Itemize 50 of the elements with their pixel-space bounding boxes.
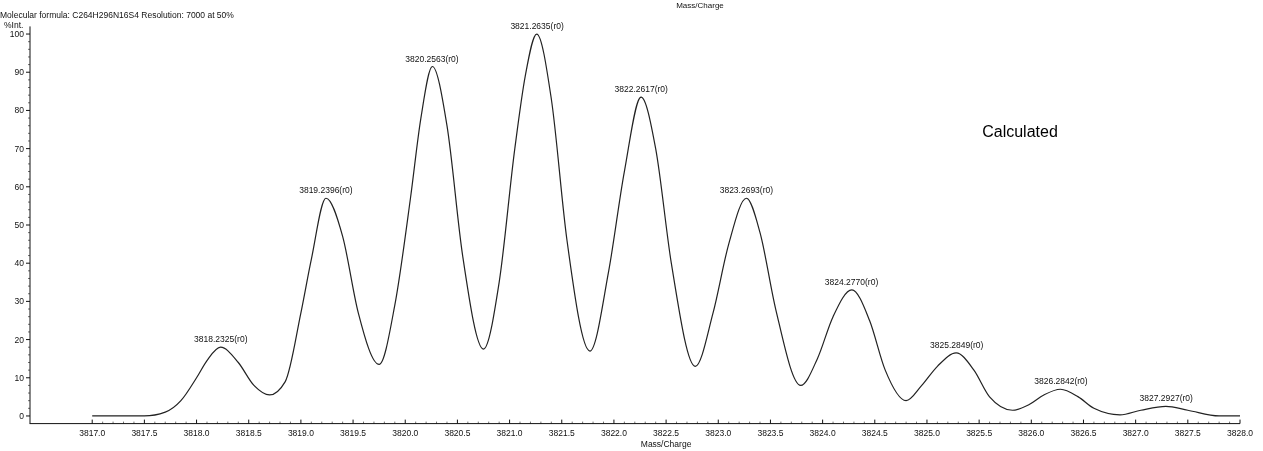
annotation: 3821.2635(r0) xyxy=(510,21,564,32)
annotation: 3818.2325(r0) xyxy=(194,334,248,345)
x-tick-label: 3817.0 xyxy=(79,427,106,438)
x-tick-label: 3823.0 xyxy=(705,427,732,438)
line-series xyxy=(91,33,1241,417)
x-tick-label: 3821.0 xyxy=(496,427,523,438)
x-tick-label: 3818.0 xyxy=(183,427,210,438)
y-axis-title: %Int. xyxy=(4,20,24,30)
x-tick-label: 3824.5 xyxy=(861,427,889,438)
x-tick-label: 3824.0 xyxy=(809,427,836,438)
x-tick-label: 3827.0 xyxy=(1122,427,1149,438)
x-tick-label: 3820.0 xyxy=(392,427,419,438)
y-tick-label: 0 xyxy=(19,410,25,421)
annotation: 3825.2849(r0) xyxy=(929,339,984,350)
annotation: 3823.2693(r0) xyxy=(719,185,774,196)
annotation: 3822.2617(r0) xyxy=(614,84,669,95)
annotation: 3826.2842(r0) xyxy=(1034,376,1088,387)
annotation: 3819.2396(r0) xyxy=(299,185,353,196)
x-tick-label: 3825.0 xyxy=(913,427,941,438)
annotation: 3827.2927(r0) xyxy=(1139,393,1194,404)
annotation: 3824.2770(r0) xyxy=(824,276,879,287)
y-tick-label: 40 xyxy=(14,258,25,269)
y-tick-label: 20 xyxy=(14,334,25,345)
y-tick-label: 70 xyxy=(14,143,25,154)
x-tick-label: 3819.0 xyxy=(287,427,315,438)
x-tick-label: 3827.5 xyxy=(1174,427,1202,438)
x-tick-label: 3817.5 xyxy=(131,427,158,438)
y-tick-label: 30 xyxy=(14,296,25,307)
x-tick-label: 3828.0 xyxy=(1227,427,1254,438)
x-tick-label: 3822.0 xyxy=(600,427,628,438)
chart-title: Molecular formula: C264H296N16S4 Resolution: 7000 at 50% xyxy=(0,10,235,20)
y-tick-label: 10 xyxy=(14,372,25,383)
x-axis-title: Mass/Charge xyxy=(640,438,692,449)
y-tick-label: 50 xyxy=(14,220,25,230)
x-tick-label: 3825.5 xyxy=(966,427,993,438)
y-tick-label: 60 xyxy=(14,181,25,192)
x-tick-label: 3822.5 xyxy=(653,427,680,438)
x-tick-label: 3826.0 xyxy=(1018,427,1045,438)
x-tick-label: 3820.5 xyxy=(444,427,471,438)
y-tick-label: 100 xyxy=(9,29,25,40)
x-tick-label: 3823.5 xyxy=(757,427,784,438)
annotation: 3820.2563(r0) xyxy=(405,53,459,64)
x-tick-label: 3819.5 xyxy=(340,427,367,438)
x-tick-label: 3818.5 xyxy=(235,427,262,438)
x-tick-label: 3821.5 xyxy=(548,427,576,438)
text: Mass/Charge xyxy=(676,1,725,10)
y-tick-label: 90 xyxy=(14,67,25,78)
x-tick-label: 3826.5 xyxy=(1070,427,1097,438)
y-tick-label: 80 xyxy=(14,105,25,116)
annotation: Calculated xyxy=(982,123,1058,140)
